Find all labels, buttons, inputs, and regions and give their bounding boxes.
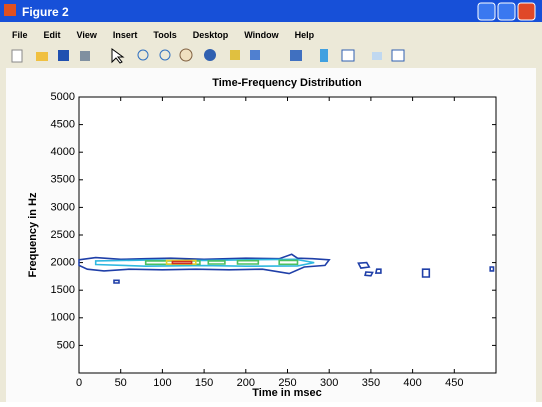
legend-icon[interactable] [341,49,355,62]
menu-item[interactable]: Insert [113,30,138,40]
x-tick-label: 100 [153,377,171,389]
y-tick-label: 2500 [51,229,75,241]
contour-line [421,268,431,278]
contour-line [374,268,382,274]
contour-line [489,266,495,272]
x-tick-label: 0 [76,377,82,389]
contour-line [364,271,374,277]
contour-line [113,279,120,284]
zoom-in-icon[interactable] [137,49,149,61]
contour-line [278,259,299,266]
show-plot-tools-icon[interactable] [391,49,405,62]
toolbar [11,48,405,64]
window-title: Figure 2 [22,5,69,19]
y-tick-label: 3500 [51,174,75,186]
x-tick-label: 300 [320,377,338,389]
y-axis-label: Frequency in Hz [27,192,39,277]
y-tick-label: 1500 [51,284,75,296]
plot-layer: 0 50 100 150 200 250 300 350 400 450 500 1000 1500 20… [51,91,496,389]
new-icon[interactable] [11,49,23,63]
y-tick-label: 500 [57,339,75,351]
contour-line [357,261,371,269]
menu-item[interactable]: View [77,30,98,40]
chart-title: Time-Frequency Distribution [212,77,362,89]
x-tick-label: 400 [403,377,421,389]
x-tick-label: 50 [115,377,127,389]
link-icon[interactable] [290,50,302,61]
zoom-out-icon[interactable] [159,49,171,61]
x-tick-label: 150 [195,377,213,389]
contour-line [236,259,260,265]
pan-icon[interactable] [179,48,193,62]
menu-item[interactable]: File [12,30,28,40]
y-tick-label: 4500 [51,119,75,131]
menu-item[interactable]: Desktop [193,30,229,40]
contour-line [207,260,226,265]
menu-item[interactable]: Help [295,30,315,40]
contour-line [171,260,193,265]
datacursor-icon[interactable] [230,50,240,60]
menu-item[interactable]: Tools [153,30,176,40]
y-tick-label: 5000 [51,91,75,103]
rotate-icon[interactable] [204,49,216,61]
contour-line [78,253,331,275]
menu-item[interactable]: Edit [44,30,61,40]
app-icon [4,4,16,16]
title-bar [0,0,542,22]
y-tick-label: 3000 [51,201,75,213]
contour-line [165,259,197,265]
save-icon[interactable] [58,50,69,61]
y-tick-label: 4000 [51,146,75,158]
colorbar-icon[interactable] [320,49,328,62]
close-button[interactable] [517,2,536,21]
y-tick-label: 1000 [51,312,75,324]
x-axis-label: Time in msec [252,387,322,399]
x-tick-label: 250 [278,377,296,389]
x-tick-label: 450 [445,377,463,389]
pointer-icon[interactable] [111,48,125,64]
maximize-button[interactable] [497,2,516,21]
open-icon[interactable] [36,52,48,61]
x-tick-label: 350 [362,377,380,389]
axes [78,96,497,374]
menu-item[interactable]: Window [244,30,279,40]
brush-icon[interactable] [250,50,260,60]
x-tick-label: 200 [237,377,255,389]
menu-bar: File Edit View Insert Tools Desktop Window Help [12,30,315,40]
minimize-button[interactable] [477,2,496,21]
y-tick-label: 2000 [51,257,75,269]
hide-plot-tools-icon[interactable] [372,52,382,60]
print-icon[interactable] [80,51,90,61]
